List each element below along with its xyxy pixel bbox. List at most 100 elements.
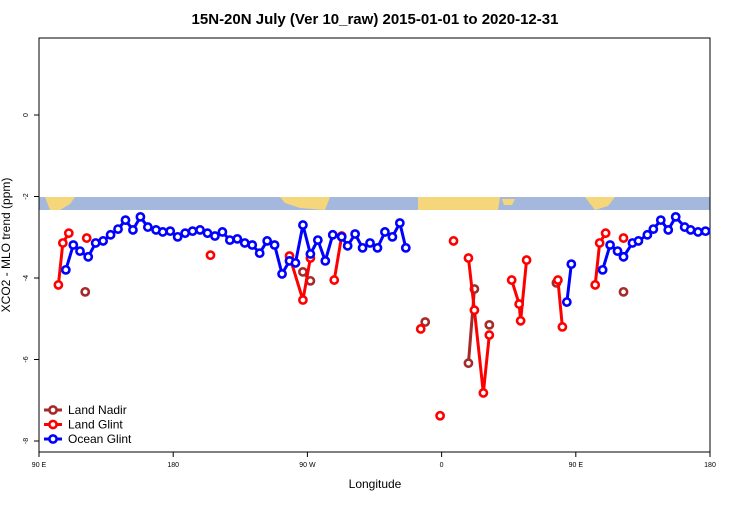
legend-label: Land Nadir — [68, 403, 127, 417]
point — [357, 242, 368, 253]
x-axis-label: Longitude — [349, 477, 402, 491]
x-tick-label: 90 W — [299, 462, 316, 469]
point — [63, 228, 74, 239]
point — [463, 253, 474, 263]
point — [80, 286, 91, 297]
chart-title: 15N-20N July (Ver 10_raw) 2015-01-01 to … — [192, 11, 559, 28]
point — [239, 238, 250, 248]
point — [187, 226, 198, 237]
point — [484, 319, 495, 330]
point — [165, 226, 176, 237]
point — [195, 225, 205, 235]
point — [521, 255, 532, 265]
point — [327, 229, 338, 240]
point — [506, 275, 517, 285]
y-tick-label: 0 — [23, 113, 30, 117]
point — [618, 251, 629, 262]
point — [298, 266, 308, 277]
point — [232, 233, 243, 244]
point — [247, 240, 258, 250]
point — [700, 226, 711, 237]
point — [663, 225, 674, 235]
point — [597, 264, 608, 275]
x-tick-label: 180 — [167, 462, 179, 469]
point — [202, 228, 213, 239]
legend-marker — [48, 419, 58, 430]
point — [387, 231, 398, 242]
point — [210, 231, 220, 241]
y-tick-label: -8 — [23, 438, 30, 444]
point — [90, 238, 101, 248]
point — [557, 322, 568, 332]
point — [60, 264, 71, 275]
plot-frame — [38, 37, 711, 453]
point — [57, 238, 68, 248]
point — [600, 228, 611, 239]
legend-label: Ocean Glint — [68, 432, 132, 446]
point — [262, 236, 273, 246]
point — [618, 233, 629, 243]
point — [566, 259, 577, 270]
y-axis-label: XCO2 - MLO trend (ppm) — [0, 178, 13, 313]
point — [305, 275, 316, 286]
point — [254, 248, 265, 259]
point — [205, 250, 216, 261]
point — [469, 305, 480, 316]
point — [172, 231, 183, 242]
point — [336, 231, 347, 242]
point — [594, 238, 605, 248]
x-tick-label: 90 E — [569, 462, 584, 469]
point — [415, 324, 426, 334]
point — [217, 227, 228, 237]
point — [514, 299, 525, 309]
map-strip — [39, 197, 710, 210]
point — [463, 358, 474, 369]
point — [350, 229, 361, 239]
point — [655, 215, 666, 226]
point — [372, 242, 383, 253]
point — [670, 211, 681, 222]
point — [420, 317, 431, 327]
x-tick-label: 0 — [440, 462, 444, 469]
y-tick-label: -6 — [23, 356, 30, 362]
x-tick-label: 180 — [704, 462, 716, 469]
point — [561, 297, 572, 307]
point — [329, 275, 340, 285]
point — [448, 236, 459, 246]
point — [590, 280, 601, 290]
legend-marker — [48, 405, 58, 415]
point — [365, 238, 375, 248]
point — [618, 286, 629, 297]
y-tick-label: -2 — [23, 193, 30, 199]
legend-label: Land Glint — [68, 418, 123, 432]
point — [180, 228, 191, 239]
point — [633, 236, 644, 246]
point — [435, 410, 446, 421]
point — [685, 225, 696, 235]
point — [394, 218, 405, 228]
point — [478, 388, 489, 398]
point — [298, 295, 308, 305]
point — [298, 220, 308, 230]
point — [81, 233, 92, 243]
point — [553, 275, 563, 285]
point — [105, 229, 116, 240]
point — [693, 227, 703, 237]
point — [128, 225, 138, 235]
point — [83, 251, 94, 262]
point — [277, 269, 287, 279]
point — [342, 240, 353, 251]
point — [305, 249, 316, 259]
legend-marker — [48, 434, 58, 444]
y-tick-label: -4 — [23, 275, 30, 281]
point — [68, 240, 79, 250]
point — [484, 330, 495, 340]
point — [648, 224, 659, 235]
series-line — [303, 272, 624, 363]
point — [642, 229, 653, 240]
point — [312, 235, 323, 246]
point — [98, 236, 109, 246]
point — [400, 242, 411, 253]
point — [142, 222, 153, 232]
point — [53, 280, 64, 290]
